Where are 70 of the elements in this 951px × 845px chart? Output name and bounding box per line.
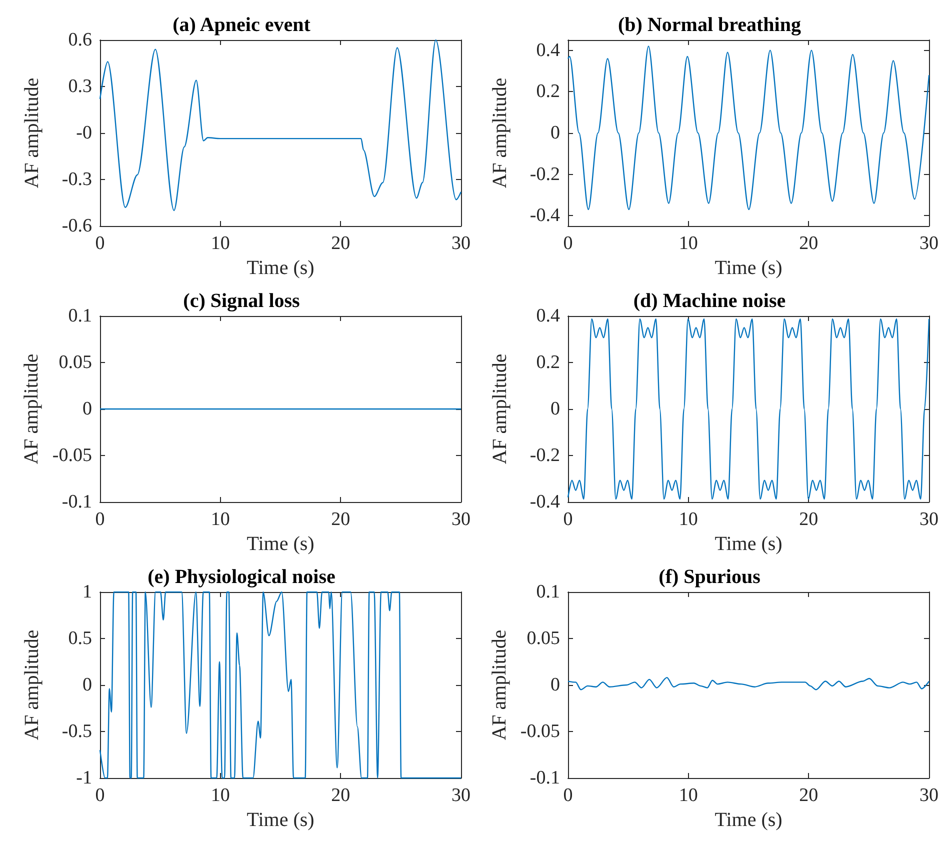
y-axis-title: AF amplitude	[489, 354, 511, 464]
line-series	[567, 676, 930, 690]
chart-title: (e) Physiological noise	[148, 566, 336, 588]
y-tick-label: 0	[82, 398, 92, 420]
x-tick-label: 20	[799, 233, 818, 254]
x-tick-label: 20	[331, 233, 350, 254]
y-axis-title: AF amplitude	[21, 630, 43, 740]
x-tick-label: 10	[210, 233, 230, 254]
x-tick-label: 20	[799, 509, 818, 530]
y-axis-title: AF amplitude	[20, 354, 43, 464]
x-axis-title: Time (s)	[714, 533, 782, 555]
y-tick-label: 1	[82, 582, 92, 602]
y-axis-title: AF amplitude	[489, 78, 511, 188]
y-tick-label: 0.2	[536, 352, 560, 373]
x-tick-label: 10	[678, 509, 698, 530]
x-axis-title: Time (s)	[714, 809, 782, 831]
y-tick-label: 0.2	[536, 81, 560, 102]
y-tick-label: 0.05	[526, 628, 560, 649]
x-tick-label: 30	[452, 785, 470, 806]
x-tick-label: 10	[678, 785, 698, 806]
chart-title: (b) Normal breathing	[618, 14, 801, 36]
y-tick-label: -0.05	[520, 721, 560, 742]
chart-title: (c) Signal loss	[183, 290, 300, 312]
x-axis-title: Time (s)	[246, 809, 314, 831]
y-tick-label: 0.4	[536, 306, 560, 326]
x-tick-label: 30	[920, 785, 938, 806]
chart-title: (d) Machine noise	[633, 290, 786, 312]
x-axis-title: Time (s)	[714, 257, 782, 279]
y-tick-label: 0.05	[58, 352, 92, 373]
y-tick-label: -1	[76, 768, 92, 788]
y-tick-label: -0	[76, 122, 92, 144]
y-tick-label: 0	[550, 674, 560, 696]
y-tick-label: 0.1	[68, 306, 92, 326]
y-axis-title: AF amplitude	[488, 630, 511, 740]
y-tick-label: -0.5	[62, 721, 92, 742]
x-tick-label: 20	[331, 785, 350, 806]
x-axis-title: Time (s)	[246, 257, 314, 279]
y-tick-label: 0	[550, 122, 560, 144]
x-tick-label: 10	[678, 233, 698, 254]
y-tick-label: -0.2	[530, 164, 560, 185]
chart-title: (a) Apneic event	[172, 14, 311, 36]
y-tick-label: -0.6	[62, 216, 92, 236]
y-tick-label: -0.1	[530, 768, 560, 788]
line-series	[567, 46, 930, 210]
y-tick-label: 0.5	[68, 628, 92, 649]
x-tick-label: 30	[452, 233, 470, 254]
chart-title: (f) Spurious	[658, 566, 761, 588]
y-tick-label: -0.05	[52, 445, 92, 466]
y-axis-title: AF amplitude	[21, 78, 43, 188]
y-tick-label: -0.4	[530, 205, 560, 226]
y-tick-label: -0.2	[530, 445, 560, 466]
x-tick-label: 20	[331, 509, 350, 530]
y-tick-label: 0.3	[68, 76, 92, 97]
x-tick-label: 10	[210, 785, 230, 806]
x-axis-title: Time (s)	[246, 533, 314, 555]
y-tick-label: -0.3	[62, 169, 92, 190]
y-tick-label: 0	[82, 674, 92, 696]
line-series	[567, 318, 930, 500]
y-tick-label: 0.4	[536, 40, 560, 61]
line-series	[99, 591, 462, 779]
y-tick-label: -0.1	[62, 492, 92, 512]
y-tick-label: 0	[550, 398, 560, 420]
x-tick-label: 10	[210, 509, 230, 530]
x-tick-label: 30	[452, 509, 470, 530]
y-tick-label: -0.4	[530, 492, 560, 512]
x-tick-label: 30	[920, 233, 938, 254]
x-tick-label: 30	[920, 509, 938, 530]
y-tick-label: 0.6	[68, 30, 92, 50]
y-tick-label: 0.1	[536, 582, 560, 602]
x-tick-label: 20	[799, 785, 818, 806]
